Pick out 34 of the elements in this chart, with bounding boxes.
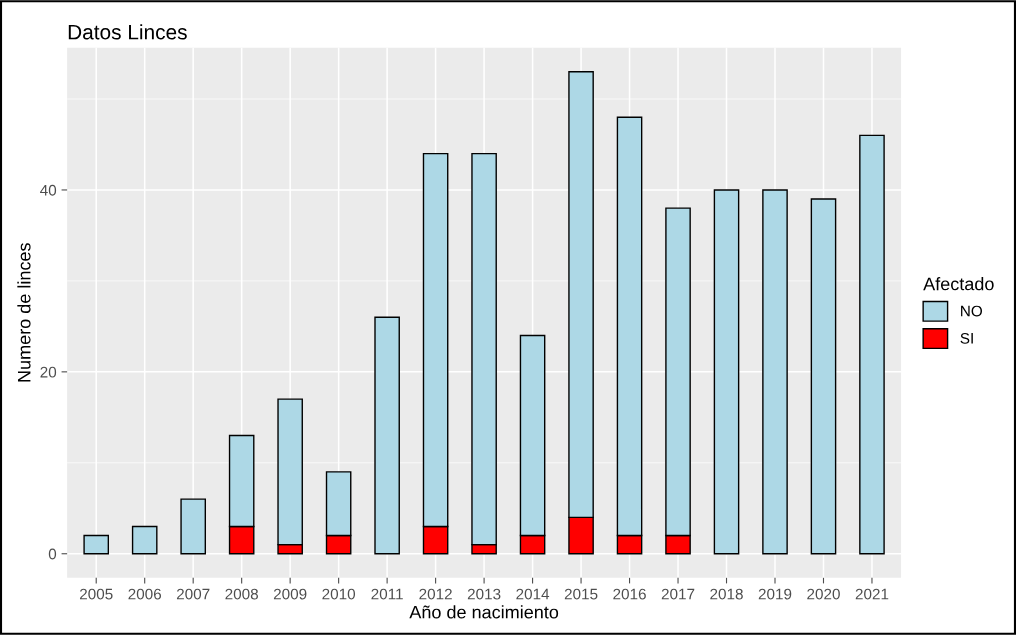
bar bbox=[83, 534, 110, 555]
x-tick-label: 2021 bbox=[855, 588, 889, 600]
y-tick-label: 20 bbox=[40, 366, 57, 378]
y-axis-title: Numero de linces bbox=[17, 243, 31, 382]
bar bbox=[180, 498, 206, 555]
x-tick-label: 2009 bbox=[273, 588, 307, 600]
x-tick-label: 2019 bbox=[758, 588, 792, 600]
y-tick-label: 40 bbox=[40, 184, 57, 196]
x-tick-label: 2018 bbox=[710, 588, 743, 600]
x-tick-label: 2007 bbox=[176, 588, 210, 600]
x-tick-label: 2016 bbox=[613, 588, 646, 600]
x-tick-label: 2013 bbox=[467, 588, 501, 600]
bar bbox=[713, 189, 740, 555]
x-tick-label: 2017 bbox=[661, 588, 695, 600]
x-tick-label: 2020 bbox=[807, 588, 840, 600]
x-tick-label: 2010 bbox=[322, 588, 356, 600]
x-axis-title: Año de nacimiento bbox=[409, 605, 559, 619]
bar bbox=[131, 525, 158, 555]
legend-title: Afectado bbox=[923, 277, 994, 291]
chart-title: Datos Linces bbox=[68, 24, 187, 40]
x-tick-label: 2014 bbox=[516, 588, 550, 600]
x-tick-label: 2012 bbox=[419, 588, 452, 600]
bar bbox=[374, 316, 400, 555]
legend-label: NO bbox=[961, 305, 982, 317]
x-tick-label: 2005 bbox=[79, 588, 113, 600]
bar bbox=[762, 189, 788, 555]
x-tick-label: 2015 bbox=[564, 588, 598, 600]
bar bbox=[859, 134, 885, 555]
x-tick-label: 2006 bbox=[128, 588, 162, 600]
x-tick-label: 2008 bbox=[225, 588, 258, 600]
legend-label: SI bbox=[960, 332, 973, 344]
y-tick-label: 0 bbox=[48, 548, 57, 560]
bar bbox=[810, 198, 837, 555]
x-tick-label: 2011 bbox=[371, 588, 403, 600]
